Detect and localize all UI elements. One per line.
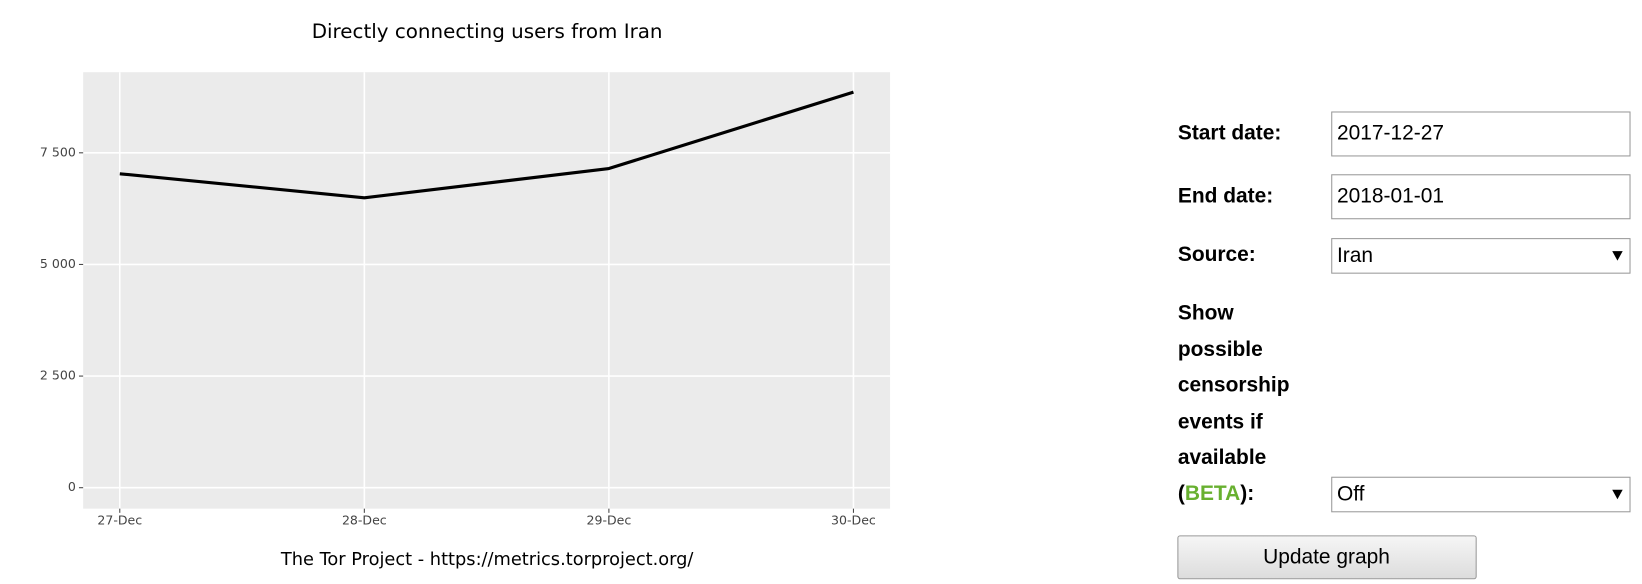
- events-line: possible: [1178, 338, 1263, 361]
- events-line: available: [1178, 446, 1266, 469]
- end-date-input[interactable]: [1331, 174, 1631, 220]
- chart-caption: The Tor Project - https://metrics.torpro…: [280, 549, 694, 570]
- start-date-input[interactable]: [1331, 111, 1631, 157]
- x-tick-label: 28-Dec: [342, 513, 387, 528]
- source-select[interactable]: [1331, 238, 1631, 274]
- events-line: Show: [1178, 302, 1235, 325]
- events-value[interactable]: Off: [1337, 483, 1365, 506]
- x-tick-label: 29-Dec: [586, 513, 631, 528]
- events-line: events if: [1178, 410, 1264, 433]
- events-select[interactable]: [1331, 476, 1631, 513]
- x-tick-label: 27-Dec: [97, 513, 142, 528]
- beta: BETA: [1185, 482, 1240, 505]
- chart-title: Directly connecting users from Iran: [312, 20, 663, 43]
- paren: (: [1178, 482, 1185, 505]
- dropdown-arrow: [1612, 489, 1623, 500]
- source-value[interactable]: Iran: [1337, 244, 1373, 267]
- end-date-value[interactable]: 2018-01-01: [1337, 184, 1444, 207]
- y-tick-label: 2 500: [40, 368, 76, 383]
- update-button[interactable]: [1177, 535, 1477, 580]
- events-label: Show possible censorship events if avail…: [1178, 302, 1290, 505]
- end-date-label: End date:: [1178, 184, 1273, 207]
- update-button-label[interactable]: Update graph: [1263, 545, 1390, 568]
- dropdown-arrow: [1612, 251, 1623, 261]
- events-line: (BETA):: [1178, 482, 1254, 505]
- y-tick-label: 7 500: [40, 144, 76, 159]
- start-date-label: Start date:: [1178, 121, 1281, 144]
- source-label: Source:: [1178, 243, 1256, 266]
- plot-panel: [83, 72, 891, 509]
- data-line: [119, 90, 854, 200]
- x-tick-label: 30-Dec: [831, 513, 876, 528]
- paren: ):: [1240, 482, 1254, 505]
- events-line: censorship: [1178, 374, 1290, 397]
- y-tick-label: 5 000: [40, 256, 76, 271]
- start-date-value[interactable]: 2017-12-27: [1337, 121, 1444, 144]
- y-tick-label: 0: [68, 479, 76, 494]
